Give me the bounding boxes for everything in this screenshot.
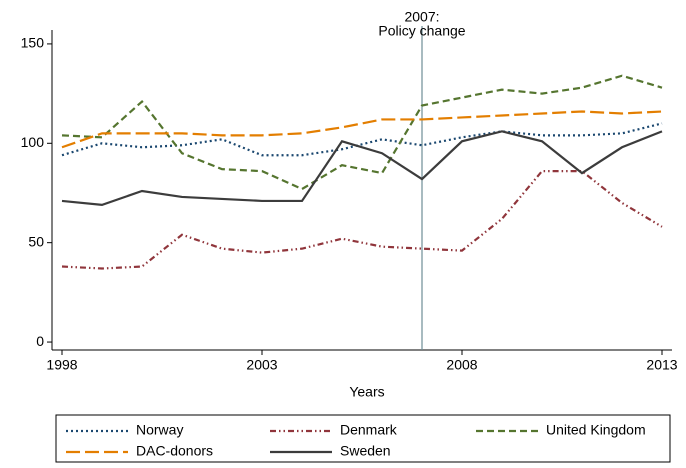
y-tick-label: 150 [21,35,45,51]
x-tick-label: 2008 [446,357,477,373]
legend-label: Sweden [340,443,391,459]
series-line [61,74,663,191]
x-axis-label: Years [349,384,384,400]
x-tick-label: 2013 [646,357,677,373]
legend-box [55,414,671,463]
annotation-text: 2007: [404,9,439,25]
annotation-text: Policy change [378,23,465,39]
legend-label: DAC-donors [136,443,213,459]
legend-label: United Kingdom [546,422,646,438]
x-tick-label: 1998 [46,357,77,373]
series-line [61,170,663,270]
series-line [61,122,663,157]
legend-label: Denmark [340,422,398,438]
y-tick-label: 50 [28,233,44,249]
series-line [61,130,663,207]
series-line [61,110,663,149]
x-tick-label: 2003 [246,357,277,373]
y-tick-label: 0 [36,333,44,349]
y-tick-label: 100 [21,134,45,150]
legend-label: Norway [136,422,183,438]
